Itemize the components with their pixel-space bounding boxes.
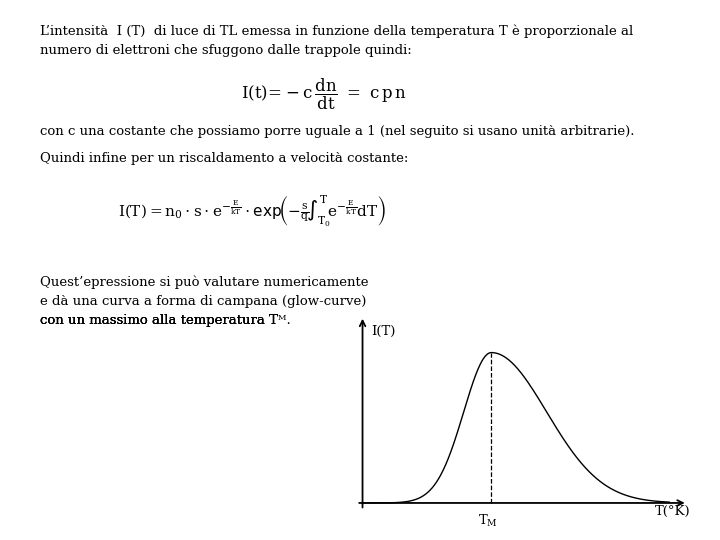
Text: I(T): I(T) xyxy=(372,325,396,338)
Text: $\mathdefault{I(t)\!=\!-c\,\dfrac{dn}{dt}\ =\ c\,p\,n}$: $\mathdefault{I(t)\!=\!-c\,\dfrac{dn}{dt… xyxy=(241,77,407,112)
Text: Quindi infine per un riscaldamento a velocità costante:: Quindi infine per un riscaldamento a vel… xyxy=(40,152,408,165)
Text: $\mathdefault{I(T) = n_0 \cdot s \cdot e^{-\frac{E}{kT}} \cdot \exp\!\!\left(-\f: $\mathdefault{I(T) = n_0 \cdot s \cdot e… xyxy=(118,193,386,228)
Text: e dà una curva a forma di campana (glow-curve): e dà una curva a forma di campana (glow-… xyxy=(40,295,366,308)
Text: L’intensità  I (T)  di luce di TL emessa in funzione della temperatura T è propo: L’intensità I (T) di luce di TL emessa i… xyxy=(40,25,633,38)
Text: con un massimo alla temperatura T: con un massimo alla temperatura T xyxy=(40,314,277,327)
Text: T(°K): T(°K) xyxy=(655,505,690,518)
Text: con un massimo alla temperatura T: con un massimo alla temperatura T xyxy=(40,314,277,327)
Text: con un massimo alla temperatura Tᴹ.: con un massimo alla temperatura Tᴹ. xyxy=(40,314,290,327)
Text: numero di elettroni che sfuggono dalle trappole quindi:: numero di elettroni che sfuggono dalle t… xyxy=(40,44,411,57)
Text: con c una costante che possiamo porre uguale a 1 (nel seguito si usano unità arb: con c una costante che possiamo porre ug… xyxy=(40,125,634,138)
Text: Quest’epressione si può valutare numericamente: Quest’epressione si può valutare numeric… xyxy=(40,276,368,289)
Text: T$_\mathregular{M}$: T$_\mathregular{M}$ xyxy=(478,513,498,529)
